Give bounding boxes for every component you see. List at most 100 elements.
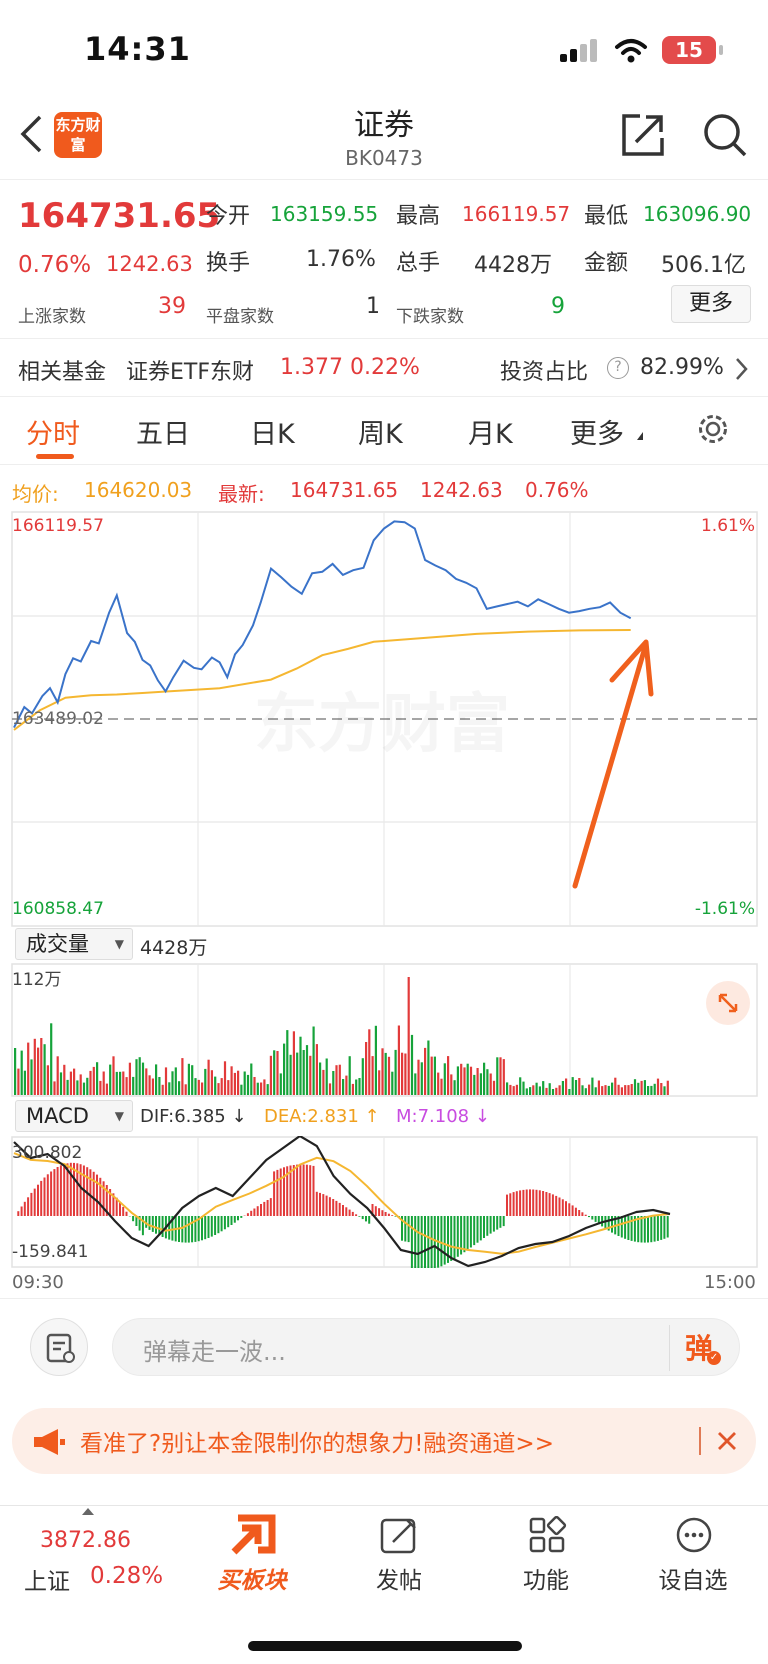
macd-bar [89, 1169, 92, 1216]
macd-bar [358, 1216, 361, 1217]
macd-bar [155, 1216, 157, 1234]
nav-label: 功能 [523, 1568, 569, 1594]
volume-bar [43, 1044, 46, 1095]
promo-banner[interactable]: 看准了?别让本金限制你的想象力!融资通道>> [12, 1408, 756, 1474]
volume-bar [273, 1050, 276, 1095]
tab-monthly-k[interactable]: 月K [468, 419, 513, 450]
volume-bar [529, 1087, 532, 1095]
back-icon[interactable] [18, 114, 44, 154]
volume-bar [381, 1048, 384, 1095]
macd-bar [266, 1200, 269, 1216]
macd-bar [286, 1166, 289, 1216]
macd-m: M:7.108 ↓ [396, 1106, 490, 1127]
tab-five-day[interactable]: 五日 [136, 419, 190, 450]
macd-bar [46, 1174, 49, 1216]
macd-bar [73, 1162, 75, 1216]
macd-bar [420, 1216, 423, 1268]
macd-bar [348, 1209, 351, 1216]
volume-bar [99, 1080, 102, 1095]
share-icon[interactable] [620, 112, 666, 158]
volume-bar [263, 1079, 266, 1095]
volume-bar [348, 1056, 351, 1095]
chevron-right-icon[interactable] [735, 357, 749, 381]
macd-bar [394, 1216, 397, 1217]
volume-bar [40, 1038, 43, 1095]
volume-bar [525, 1088, 528, 1095]
flat-count: 1 [366, 294, 380, 319]
tab-daily-k[interactable]: 日K [250, 419, 295, 450]
tab-intraday[interactable]: 分时 [26, 419, 80, 450]
macd-bar [40, 1180, 43, 1216]
sector-code: BK0473 [345, 146, 423, 170]
macd-bar [63, 1164, 66, 1216]
expand-button[interactable] [706, 981, 750, 1025]
corner-triangle-icon [637, 432, 643, 440]
tab-weekly-k[interactable]: 周K [358, 419, 403, 450]
macd-bar [594, 1216, 597, 1222]
macd-bar [627, 1216, 630, 1240]
macd-bar [571, 1205, 574, 1216]
macd-bar [33, 1188, 36, 1216]
macd-bar [578, 1210, 581, 1216]
macd-bar [378, 1208, 381, 1216]
comment-input[interactable]: 弹幕走一波... [143, 1338, 286, 1366]
index-value[interactable]: 3872.86 [40, 1528, 131, 1553]
volume-bar [581, 1085, 584, 1095]
up-count: 39 [158, 294, 186, 319]
macd-bar [404, 1216, 407, 1242]
volume-bar [427, 1040, 430, 1095]
volume-value: 4428万 [474, 253, 552, 278]
macd-bar [456, 1216, 459, 1257]
macd-bar [548, 1193, 551, 1216]
more-button[interactable]: 更多 [671, 285, 751, 323]
latest-pct: 0.76% [525, 478, 589, 502]
settings-icon[interactable] [696, 412, 730, 446]
close-icon[interactable] [716, 1430, 738, 1452]
volume-bar [453, 1080, 456, 1095]
volume-bar [361, 1058, 364, 1095]
volume-bar [335, 1065, 338, 1095]
macd-bar [112, 1193, 115, 1216]
volume-bar [476, 1068, 479, 1095]
indicator-selector-volume[interactable]: 成交量 ▼ [15, 928, 133, 960]
macd-bar [443, 1216, 446, 1265]
macd-bar [535, 1189, 538, 1216]
volume-bar [302, 1050, 305, 1095]
macd-bar [233, 1216, 236, 1223]
danmu-settings-button[interactable] [30, 1318, 88, 1376]
volume-bar [33, 1038, 36, 1095]
macd-bar [633, 1216, 636, 1242]
macd-bar [148, 1216, 151, 1230]
volume-bar [184, 1084, 187, 1095]
volume-bar [115, 1071, 118, 1095]
index-name: 上证 [24, 1569, 70, 1595]
macd-bar [279, 1168, 282, 1216]
macd-bar [460, 1216, 463, 1255]
avg-label: 均价: [12, 482, 59, 506]
volume-bar [437, 1072, 440, 1095]
volume-bar [633, 1079, 637, 1095]
volume-bar [384, 1052, 387, 1095]
intraday-price-chart[interactable]: 东方财富 166119.57 160858.47 163489.02 1.61%… [0, 510, 768, 928]
indicator-selector-macd[interactable]: MACD ▼ [15, 1100, 133, 1132]
macd-bar [515, 1191, 518, 1216]
volume-bar [473, 1074, 476, 1095]
macd-bar [319, 1192, 321, 1216]
volume-bar [591, 1077, 594, 1095]
volume-bar [260, 1082, 263, 1095]
search-icon[interactable] [702, 112, 748, 160]
volume-bar [204, 1068, 207, 1095]
macd-bar [597, 1216, 600, 1225]
turnover-label: 换手 [206, 251, 251, 276]
macd-bar [660, 1216, 663, 1240]
signal-icon [560, 38, 600, 62]
volume-bar [197, 1079, 200, 1095]
help-icon[interactable]: ? [607, 357, 629, 379]
high-label: 最高 [396, 204, 441, 229]
nav-label: 发帖 [376, 1568, 422, 1594]
macd-bar [119, 1202, 121, 1216]
tab-more[interactable]: 更多 [570, 419, 624, 450]
macd-bar [663, 1216, 666, 1239]
fund-label: 相关基金 [18, 360, 107, 385]
fund-name[interactable]: 证券ETF东财 [126, 360, 254, 385]
